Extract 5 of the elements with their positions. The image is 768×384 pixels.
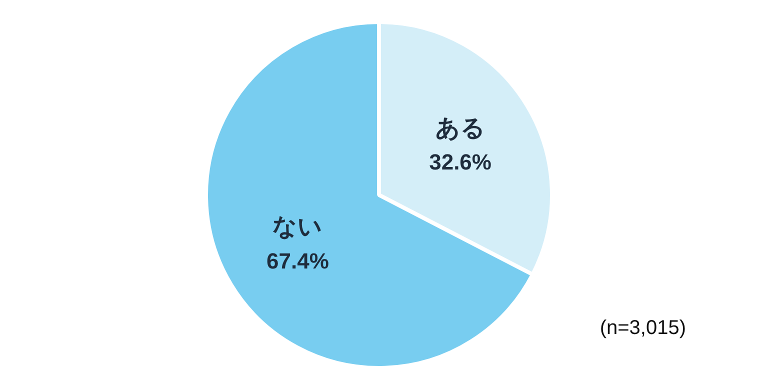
data-label: 32.6%	[429, 150, 492, 175]
slice-label: ある	[435, 114, 486, 142]
data-label: 67.4%	[266, 248, 329, 274]
text: (n=3,015)	[600, 317, 686, 340]
slice-label: ない	[272, 212, 323, 241]
